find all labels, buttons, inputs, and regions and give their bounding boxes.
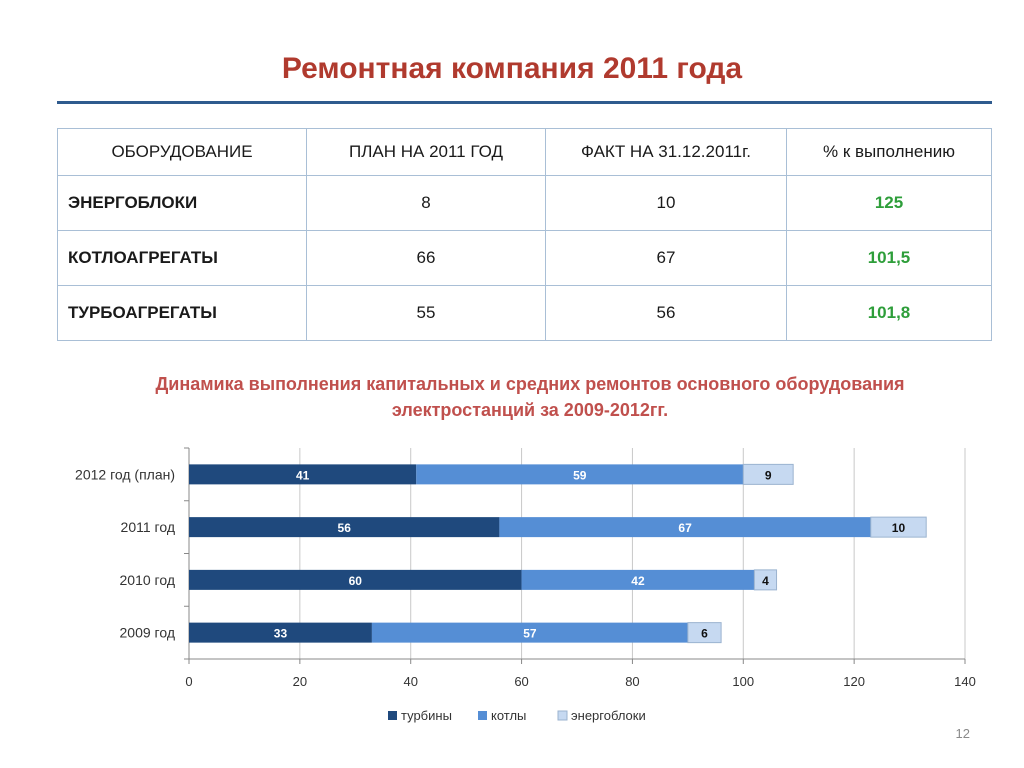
legend: турбины котлы энергоблоки [388,708,646,723]
bar-segment [870,516,927,538]
header-plan: ПЛАН НА 2011 ГОД [306,128,546,176]
bar-segment [499,517,871,538]
header-percent: % к выполнению [786,128,992,176]
row-percent: 101,8 [786,285,992,341]
legend-swatch [478,711,487,720]
title-divider [57,101,992,104]
header-fact: ФАКТ НА 31.12.2011г. [545,128,787,176]
x-tick-label: 80 [625,674,639,689]
x-tick-label: 40 [403,674,417,689]
chart-title-line-1: Динамика выполнения капитальных и средни… [155,374,905,394]
x-tick-label: 0 [185,674,192,689]
row-percent: 101,5 [786,230,992,286]
chart-title-line-2: электростанций за 2009-2012гг. [391,400,669,420]
header-equipment: ОБОРУДОВАНИЕ [57,128,307,176]
data-label: 33 [274,627,288,641]
slide-number: 12 [955,726,970,741]
x-tick-label: 20 [293,674,307,689]
row-plan: 55 [306,285,546,341]
x-tick-label: 140 [954,674,976,689]
legend-swatch [557,710,568,721]
bar-segment [189,517,500,538]
data-label: 6 [701,627,708,641]
x-tick-label: 120 [843,674,865,689]
bar-segment [189,464,417,485]
category-label: 2011 год [121,519,175,535]
bar-segment [189,622,372,643]
row-name: ТУРБОАГРЕГАТЫ [57,285,307,341]
table-row: КОТЛОАГРЕГАТЫ 66 67 101,5 [57,230,992,286]
legend-label: котлы [491,708,526,723]
chart-axes: 0 20 40 60 80 100 120 140 2012 год (план) 2011 го… [75,447,976,689]
category-label: 2012 год (план) [75,466,175,482]
row-plan: 8 [306,175,546,231]
data-label: 57 [523,627,537,641]
table-row: ТУРБОАГРЕГАТЫ 55 56 101,8 [57,285,992,341]
data-label: 67 [678,521,692,535]
data-label: 4 [762,574,769,588]
x-tick-label: 60 [514,674,528,689]
table-row: ЭНЕРГОБЛОКИ 8 10 125 [57,175,992,231]
summary-table: ОБОРУДОВАНИЕ ПЛАН НА 2011 ГОД ФАКТ НА 31… [57,128,992,341]
data-label: 56 [338,521,352,535]
data-labels: 41 59 9 56 67 10 60 42 4 33 57 6 [274,468,906,640]
bar-segment [753,569,778,591]
row-name: ЭНЕРГОБЛОКИ [57,175,307,231]
table-header-row: ОБОРУДОВАНИЕ ПЛАН НА 2011 ГОД ФАКТ НА 31… [57,128,992,176]
legend-label: энергоблоки [571,708,646,723]
chart-title: Динамика выполнения капитальных и средни… [90,371,970,423]
bar-segment [521,569,755,590]
page-title: Ремонтная компания 2011 года [281,52,743,85]
row-fact: 56 [545,285,787,341]
row-percent: 125 [786,175,992,231]
bar-segment [189,569,522,590]
bar-segment [416,464,744,485]
stacked-bar-chart: 0 20 40 60 80 100 120 140 2012 год (план) 2011 го… [75,447,976,723]
bar-segment [371,622,688,643]
row-fact: 67 [545,230,787,286]
row-fact: 10 [545,175,787,231]
data-label: 60 [349,574,363,588]
row-plan: 66 [306,230,546,286]
bar-segment [687,622,722,644]
bar-segment [742,463,794,485]
data-label: 59 [573,468,587,482]
data-label: 41 [296,468,310,482]
category-label: 2010 год [120,572,175,588]
legend-label: турбины [401,708,452,723]
data-label: 10 [892,521,906,535]
data-label: 9 [765,468,772,482]
x-tick-label: 100 [732,674,754,689]
category-label: 2009 год [120,625,175,641]
legend-swatch [388,711,397,720]
data-label: 42 [631,574,645,588]
bars [189,463,927,644]
row-name: КОТЛОАГРЕГАТЫ [57,230,307,286]
